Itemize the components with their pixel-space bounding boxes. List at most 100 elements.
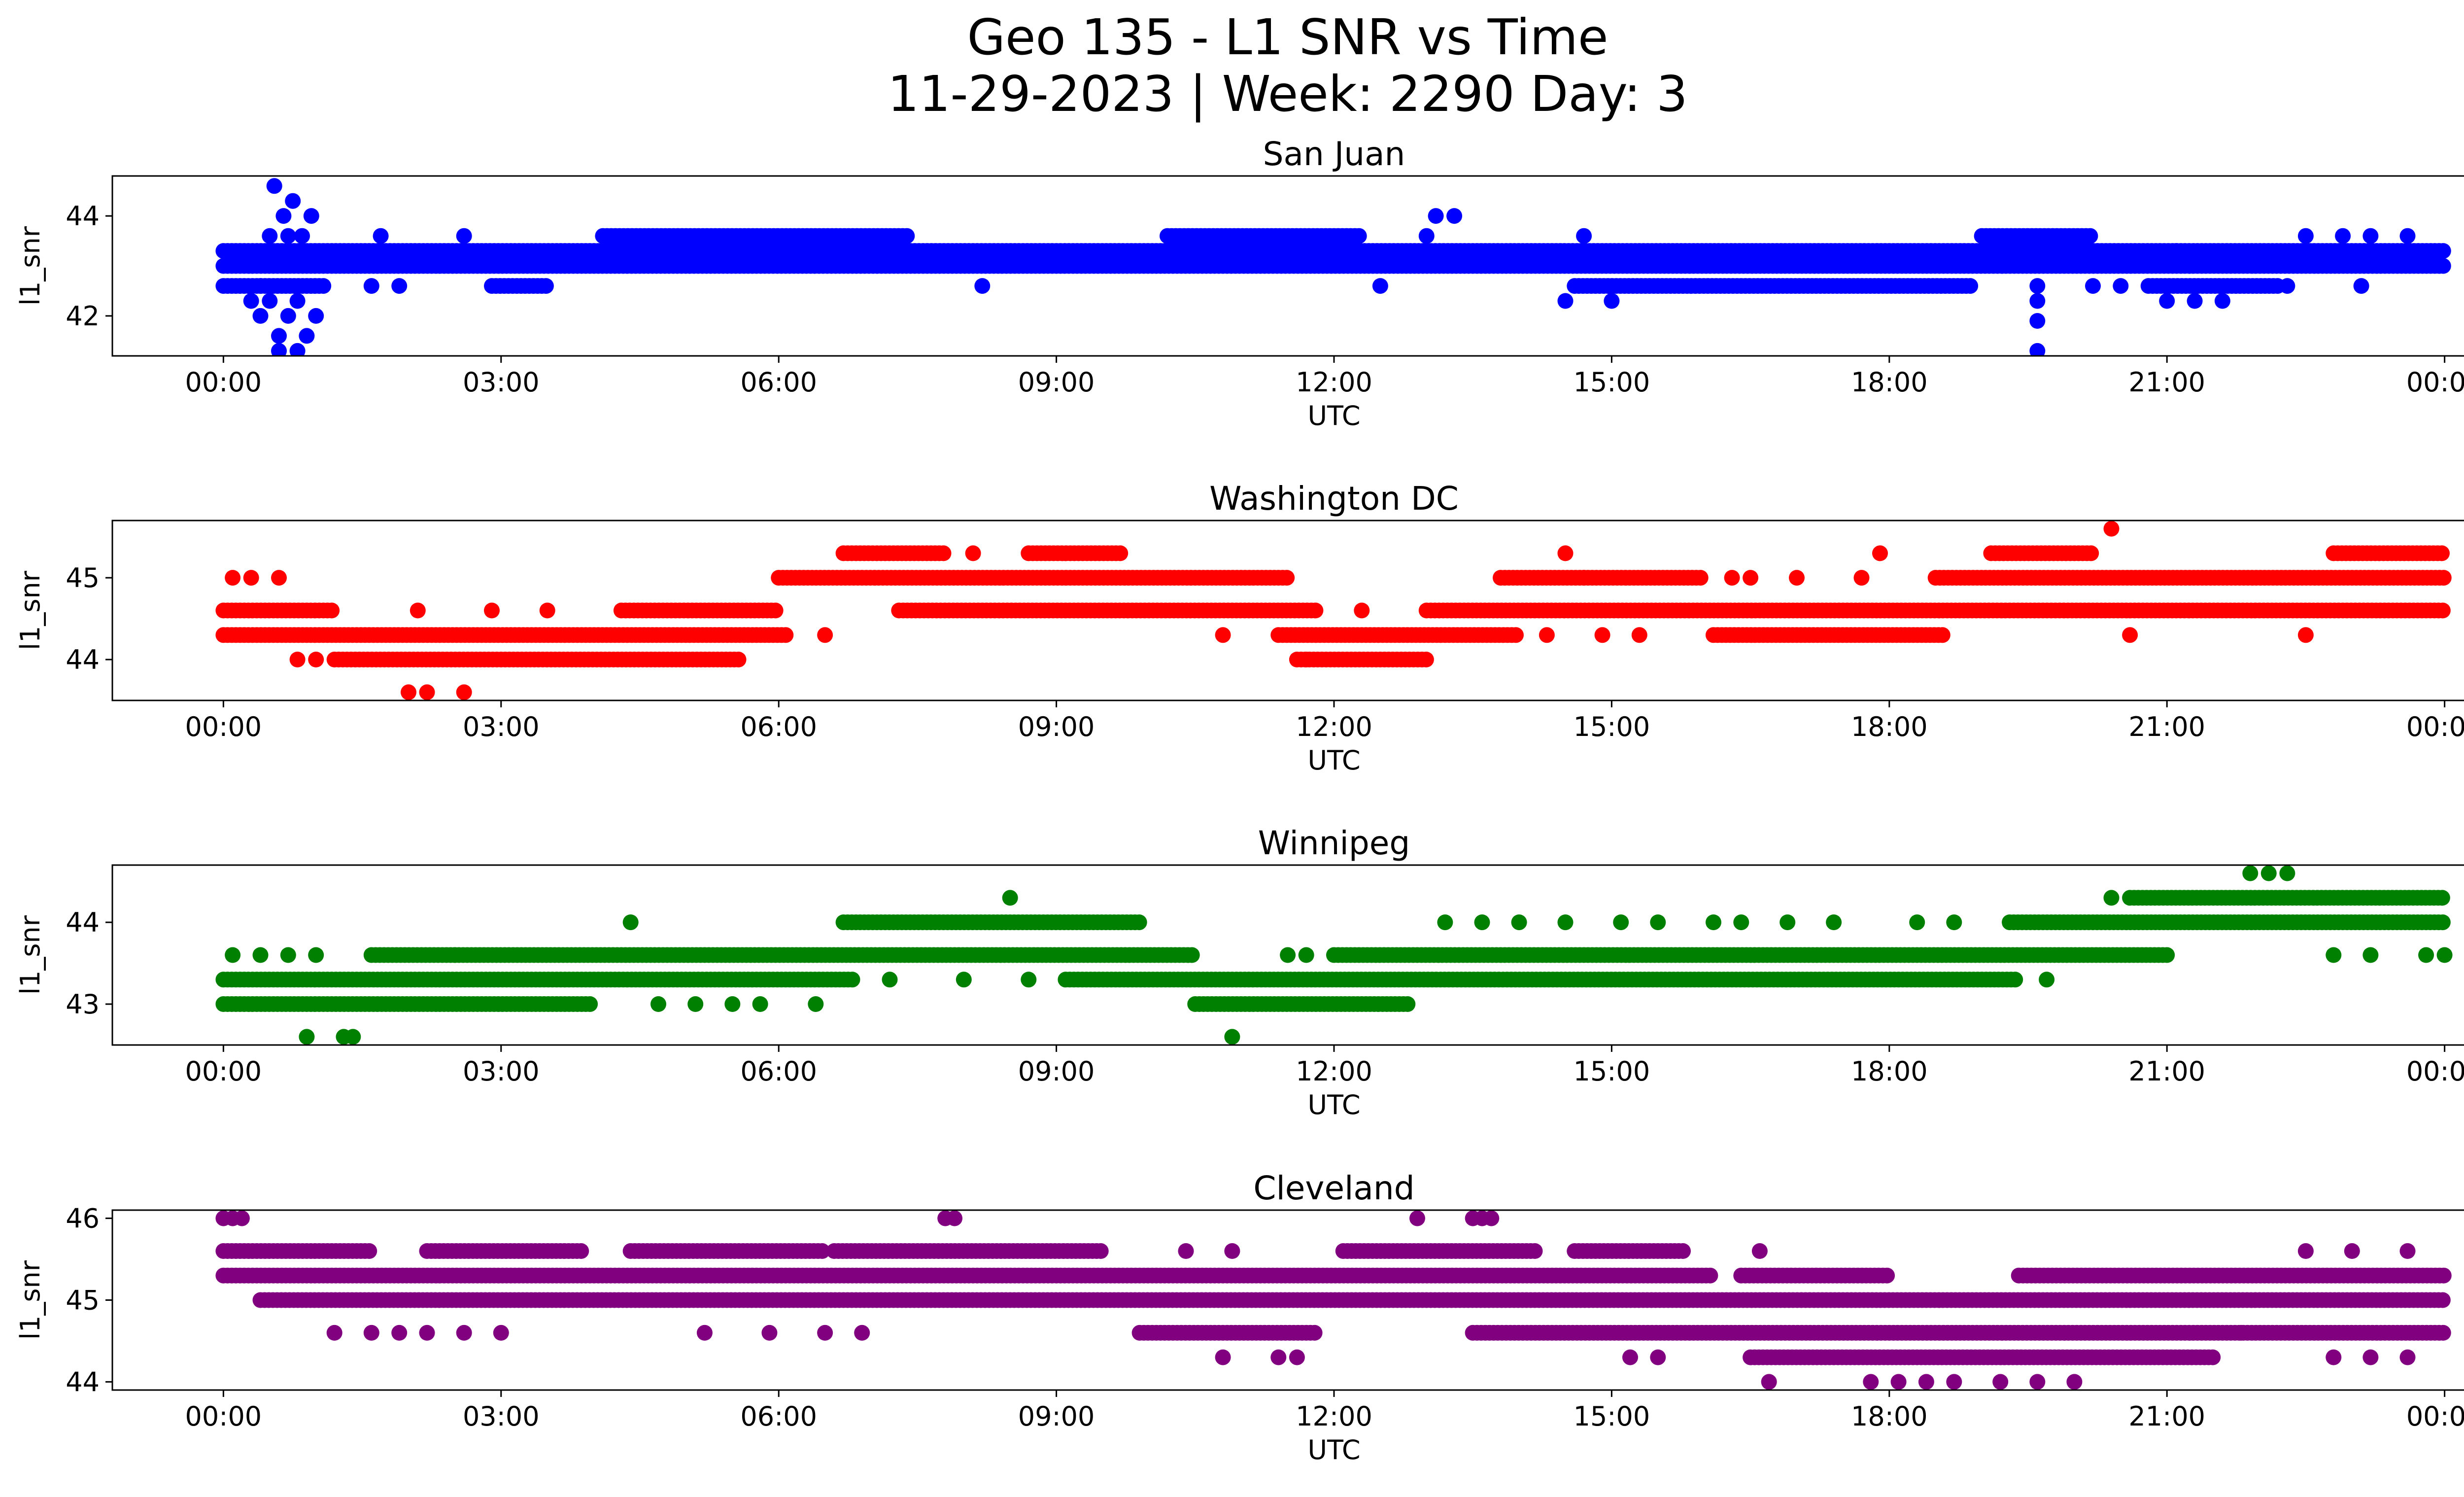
scatter-series — [215, 178, 2451, 359]
x-tick-label: 18:00 — [1851, 711, 1928, 742]
data-point — [768, 603, 784, 619]
data-point — [299, 328, 314, 344]
data-point — [484, 603, 500, 619]
data-point — [2187, 293, 2203, 309]
data-point — [285, 193, 301, 209]
data-point — [2354, 278, 2369, 294]
data-point — [1946, 914, 1962, 930]
figure-title-line-2: 11-29-2023 | Week: 2290 Day: 3 — [888, 65, 1687, 123]
data-point — [1789, 570, 1805, 586]
data-point — [1872, 545, 1888, 561]
data-point — [243, 570, 259, 586]
data-point — [1131, 914, 1147, 930]
data-point — [308, 947, 324, 963]
data-point — [262, 228, 277, 244]
x-tick-label: 09:00 — [1018, 367, 1095, 398]
y-tick-label: 44 — [66, 201, 100, 232]
x-tick-label: 09:00 — [1018, 711, 1095, 742]
data-point — [1826, 914, 1842, 930]
data-point — [280, 947, 296, 963]
y-tick-label: 43 — [66, 989, 100, 1020]
data-point — [724, 996, 740, 1012]
x-tick-label: 06:00 — [740, 1056, 817, 1087]
data-point — [1595, 627, 1610, 643]
data-point — [936, 545, 952, 561]
data-point — [2215, 293, 2230, 309]
x-tick-label: 15:00 — [1574, 711, 1650, 742]
data-point — [2242, 866, 2258, 881]
data-point — [2436, 570, 2452, 586]
data-point — [2279, 866, 2295, 881]
data-point — [2400, 228, 2416, 244]
data-point — [1743, 570, 1758, 586]
data-point — [1474, 914, 1490, 930]
data-point — [808, 996, 823, 1012]
data-point — [2434, 890, 2450, 905]
data-point — [2113, 278, 2128, 294]
data-point — [1632, 627, 1647, 643]
scatter-series — [215, 866, 2452, 1045]
data-point — [271, 570, 287, 586]
data-point — [2082, 228, 2098, 244]
data-point — [2362, 947, 2378, 963]
data-point — [1879, 1268, 1895, 1284]
x-tick-label: 06:00 — [740, 711, 817, 742]
subplot-title: Winnipeg — [1258, 824, 1410, 862]
x-tick-label: 03:00 — [463, 711, 540, 742]
data-point — [1307, 603, 1323, 619]
data-point — [1446, 208, 1462, 224]
y-axis-label: l1_snr — [15, 915, 46, 995]
x-tick-label: 00:00 — [2406, 1056, 2464, 1087]
data-point — [2362, 228, 2378, 244]
data-point — [275, 208, 291, 224]
data-point — [1400, 996, 1415, 1012]
y-axis-label: l1_snr — [15, 226, 46, 306]
scatter-series — [215, 521, 2451, 700]
data-point — [882, 972, 898, 987]
data-point — [1511, 914, 1527, 930]
figure-title-line-1: Geo 135 - L1 SNR vs Time — [967, 8, 1608, 66]
x-tick-label: 15:00 — [1574, 367, 1650, 398]
data-point — [540, 603, 555, 619]
data-point — [2083, 545, 2099, 561]
data-point — [731, 652, 747, 667]
data-point — [280, 308, 296, 324]
data-point — [1372, 278, 1388, 294]
data-point — [2418, 947, 2434, 963]
data-point — [1558, 914, 1574, 930]
x-tick-label: 00:00 — [185, 367, 262, 398]
data-point — [623, 914, 639, 930]
data-point — [280, 228, 296, 244]
data-point — [1558, 293, 1574, 309]
data-point — [1962, 278, 1978, 294]
data-point — [2029, 293, 2045, 309]
data-point — [267, 178, 282, 194]
data-point — [2435, 914, 2451, 930]
data-point — [2168, 243, 2184, 259]
data-point — [2085, 278, 2101, 294]
data-point — [1279, 570, 1295, 586]
data-point — [2326, 947, 2341, 963]
x-axis-label: UTC — [1307, 1089, 1360, 1120]
data-point — [1002, 890, 1018, 905]
x-tick-label: 09:00 — [1018, 1056, 1095, 1087]
data-point — [817, 627, 833, 643]
data-point — [582, 996, 598, 1012]
data-point — [253, 278, 269, 294]
data-point — [687, 996, 703, 1012]
data-point — [225, 570, 240, 586]
data-point — [243, 293, 259, 309]
data-point — [2435, 258, 2451, 274]
x-tick-label: 00:00 — [2406, 711, 2464, 742]
data-point — [753, 996, 768, 1012]
data-point — [956, 972, 972, 987]
data-point — [2435, 603, 2451, 619]
data-point — [2298, 627, 2314, 643]
data-point — [1280, 947, 1296, 963]
data-point — [1733, 914, 1749, 930]
data-point — [1724, 570, 1740, 586]
